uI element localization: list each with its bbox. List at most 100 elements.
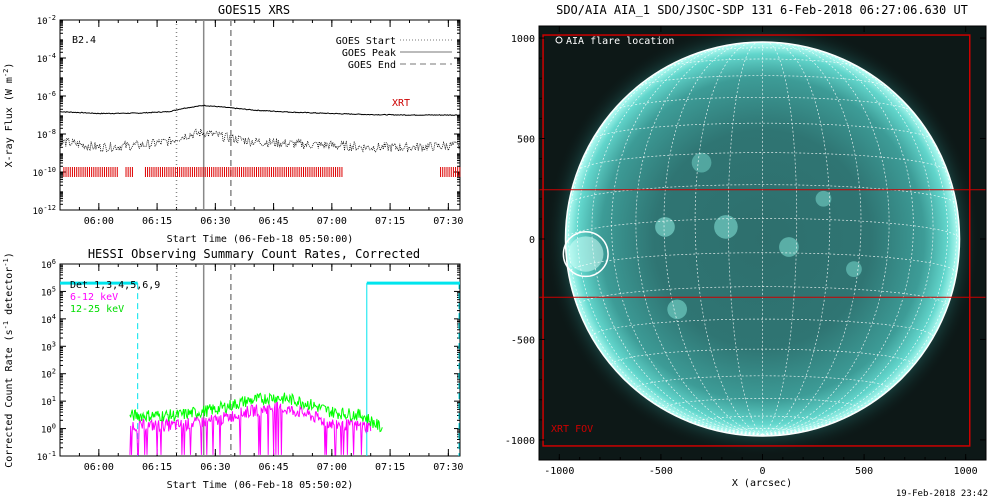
aia-parallel [577,152,948,172]
aia-parallel [568,184,957,205]
hessi-y-tick-label: 102 [41,368,56,381]
goes-y-tick-label: 10-8 [37,128,56,141]
aia-parallel [694,415,831,424]
aia-parallel [663,398,862,409]
goes-legend-start: GOES Start [336,36,396,47]
hessi-x-ticks: 06:00 06:15 06:30 06:45 07:00 07:15 07:30 [59,264,463,473]
aia-parallel [635,375,890,390]
aia-x-tick-label: 0 [759,466,765,477]
aia-meridian [762,44,914,436]
goes-y-tick-label: 10-6 [37,90,56,103]
aia-x-tick-label: 1000 [954,466,978,477]
aia-bright-region [779,237,799,257]
aia-meridian [762,50,948,436]
aia-x-tick-label: -1000 [544,466,574,477]
hessi-x-tick-label: 06:45 [259,462,289,473]
hessi-legend-6-12: 6-12 keV [70,292,118,303]
goes-y-tick-label: 10-2 [37,14,56,27]
aia-solar-disk [565,41,960,436]
aia-meridian [762,42,862,436]
goes-legend: GOES Start GOES Peak GOES End [336,36,452,71]
aia-y-tick-label: -500 [511,335,535,346]
hessi-plot-frame [59,263,461,457]
aia-parallel [698,47,827,54]
aia-meridian [762,41,798,436]
goes-class-label: B2.4 [72,35,96,46]
goes-x-tick-label: 06:45 [259,216,289,227]
aia-y-tick-label: 1000 [511,34,535,45]
aia-panel: SDO/AIA AIA_1 SDO/JSOC-SDP 131 6-Feb-201… [505,3,988,499]
hessi-y-label: Corrected Count Rate (s-1 detector-1) [2,252,15,468]
hessi-legend-det: Det 1,3,4,5,6,9 [70,280,160,291]
hessi-y-tick-label: 101 [41,395,56,408]
footer-date: 19-Feb-2018 23:42 [896,489,988,499]
aia-meridian [577,50,763,436]
aia-xrt-fov [539,34,986,447]
aia-y-tick-label: 0 [529,235,535,246]
aia-image [539,26,986,456]
aia-parallel [568,252,957,274]
hessi-y-tick-label: 104 [41,313,56,326]
goes-y-tick-label: 10-4 [37,52,56,65]
hessi-legend-12-25: 12-25 keV [70,304,124,315]
aia-parallel [612,96,913,112]
aia-legend: AIA flare location [555,36,674,47]
aia-meridian [663,42,763,436]
aia-bright-region [815,190,832,207]
aia-meridian [762,42,890,436]
hessi-series-high [129,392,383,433]
hessi-y-tick-label: 100 [41,423,56,436]
hessi-x-tick-label: 06:15 [142,462,172,473]
hessi-y-tick-label: 106 [41,258,56,271]
hessi-y-tick-label: 103 [41,340,56,353]
aia-y-ticks: 1000 500 0 -500 -1000 [505,34,986,461]
goes-x-ticks: 06:00 06:15 06:30 06:45 07:00 07:15 07:30 [59,20,463,227]
goes-series-long [60,104,460,116]
aia-y-tick-label: 500 [517,135,535,146]
aia-bright-region [568,236,604,272]
aia-x-ticks: -1000 -500 0 500 1000 [538,26,987,477]
goes-x-tick-label: 06:15 [142,216,172,227]
aia-parallel [666,58,859,68]
aia-parallel [592,122,933,140]
aia-parallel [565,218,960,240]
aia-legend-label: AIA flare location [566,36,674,47]
aia-parallel [727,428,798,433]
hessi-x-tick-label: 07:00 [317,462,347,473]
aia-parallel [611,348,914,365]
goes-series [59,104,461,153]
goes-x-tick-label: 07:15 [375,216,405,227]
aia-parallel [577,286,948,307]
hessi-series-low [129,400,372,456]
hessi-x-tick-label: 07:30 [433,462,463,473]
aia-legend-marker [555,36,563,44]
aia-meridian [762,42,831,436]
goes-y-label: X-ray Flux (W m-2) [2,63,15,168]
aia-xrt-fov-box [542,34,971,447]
hessi-x-tick-label: 06:30 [200,462,230,473]
aia-fov-label: XRT FOV [551,424,593,435]
hessi-y-tick-label: 10-1 [37,450,56,463]
aia-parallel [591,318,934,337]
aia-bright-region [691,152,712,173]
goes-x-tick-label: 06:30 [200,216,230,227]
goes-xrt-coverage [63,167,461,177]
goes-x-label: Start Time (06-Feb-18 05:50:00) [167,234,354,245]
goes-x-tick-label: 07:30 [433,216,463,227]
goes-event-lines [175,20,232,210]
aia-meridian [635,42,763,436]
goes-y-tick-label: 10-12 [33,204,57,217]
aia-x-tick-label: -500 [649,466,673,477]
aia-bright-region [667,299,688,320]
goes-series-short [59,128,461,153]
aia-bright-features [568,152,862,320]
aia-bright-region [714,215,738,239]
goes-title: GOES15 XRS [218,3,290,17]
aia-parallel [637,75,888,88]
hessi-y-tick-label: 105 [41,285,56,298]
aia-x-tick-label: 500 [855,466,873,477]
goes-x-tick-label: 06:00 [84,216,114,227]
goes-xrt-annotation: XRT [392,98,410,109]
aia-meridian [727,41,763,436]
